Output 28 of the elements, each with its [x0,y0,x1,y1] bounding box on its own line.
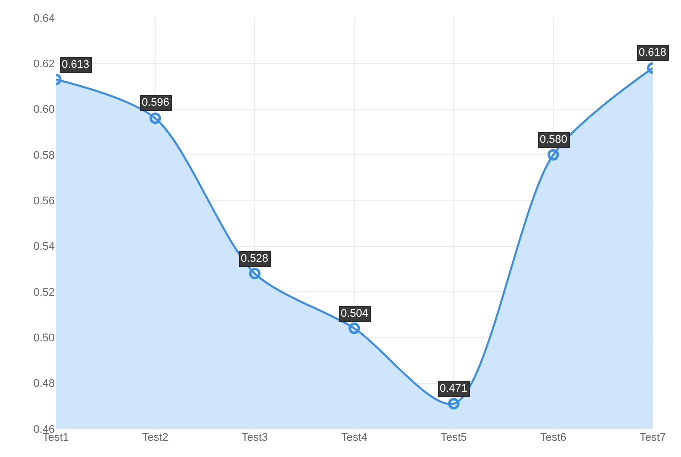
point [150,112,162,124]
x-tick-label: Test2 [142,432,169,444]
y-tick-label: 0.62 [34,58,55,71]
y-tick-label: 0.54 [34,241,55,254]
point [448,398,460,410]
point [249,268,261,280]
x-tick-label: Test1 [42,432,70,444]
data-label: 0.596 [142,97,170,109]
data-label: 0.580 [540,134,568,146]
y-tick-label: 0.60 [34,104,55,116]
data-label: 0.613 [62,59,90,71]
x-tick-label: Test6 [540,432,567,444]
y-tick-label: 0.56 [34,196,55,208]
x-tick-label: Test5 [440,432,468,444]
y-tick-label: 0.50 [34,332,55,345]
point [348,322,360,334]
data-label: 0.471 [440,383,468,395]
data-label: 0.528 [241,253,269,265]
point [548,149,560,161]
y-tick-label: 0.48 [34,378,55,390]
y-tick-label: 0.52 [34,286,55,299]
data-label: 0.504 [341,308,369,320]
x-tick-label: Test3 [242,432,268,444]
data-label: 0.618 [639,47,667,59]
y-tick-label: 0.58 [34,150,55,162]
x-tick-label: Test4 [341,432,368,444]
x-tick-label: Test7 [640,432,666,444]
y-tick-label: 0.64 [34,12,55,25]
